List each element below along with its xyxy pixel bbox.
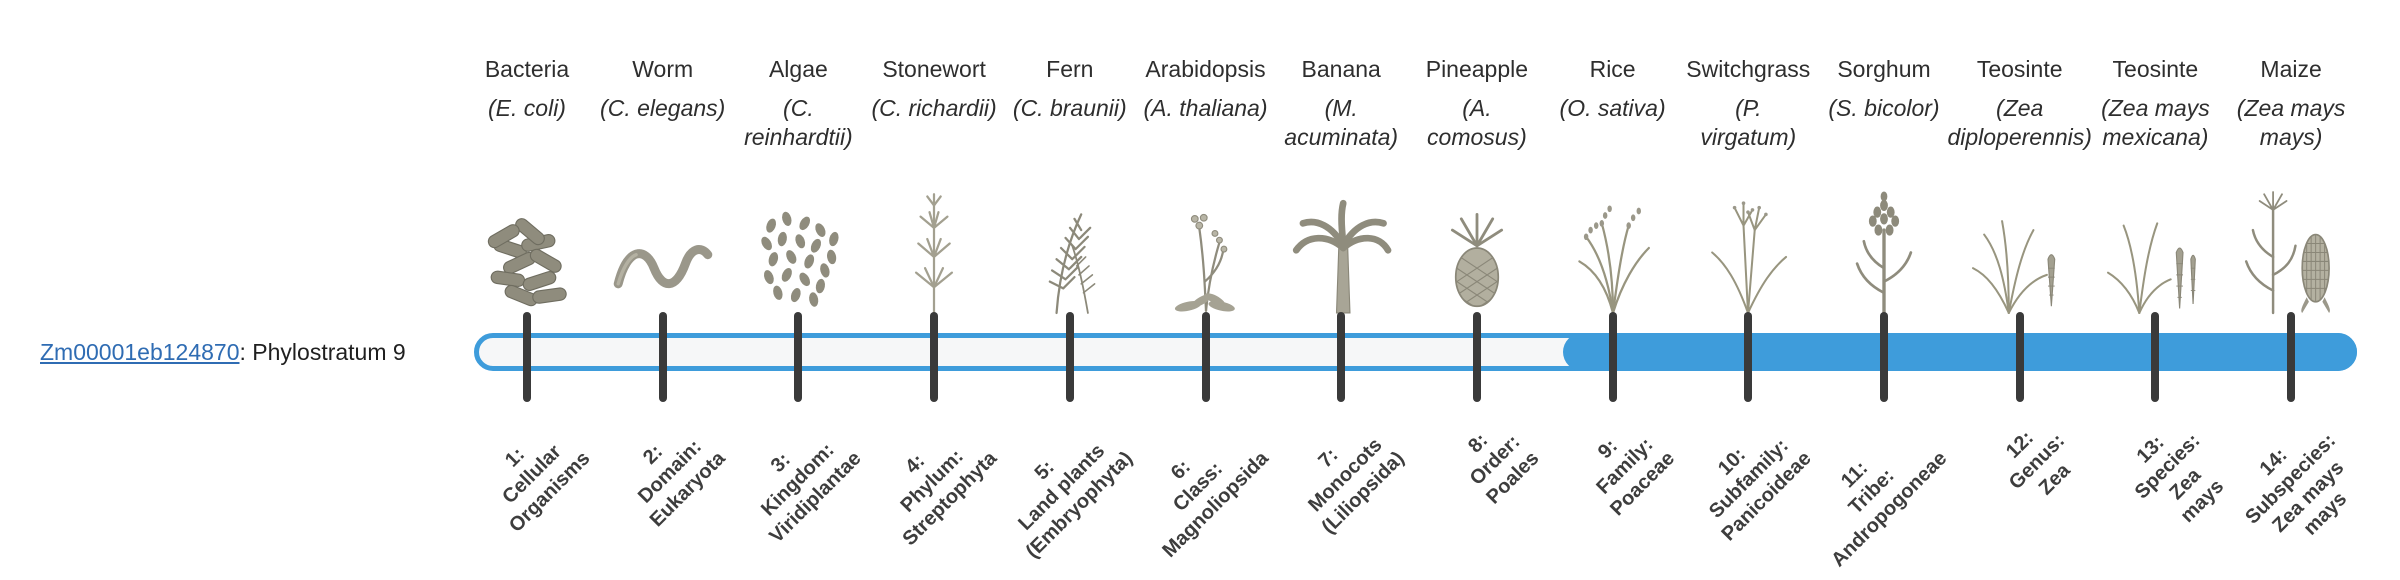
stratum-axis-label: 14: Subspecies: Zea mays mays — [2241, 429, 2352, 540]
organism-common-name: Algae — [768, 56, 828, 82]
stratum-tick — [1608, 312, 1617, 402]
banana-illustration — [1281, 168, 1401, 316]
stratum-tick — [658, 312, 667, 402]
organism-scientific-name: (P. virgatum) — [1700, 95, 1797, 150]
sorghum-illustration — [1824, 168, 1944, 316]
organism-common-name: Fern — [1046, 56, 1094, 82]
stratum-tick — [2151, 312, 2160, 402]
organism-common-name: Bacteria — [484, 56, 570, 82]
gene-label: Zm00001eb124870: Phylostratum 9 — [40, 339, 406, 366]
stratum-axis-label: 7: Monocots (Liliopsida) — [1304, 434, 1408, 539]
organism-common-name: Arabidopsis — [1145, 56, 1266, 82]
phylostratum-track — [474, 333, 2357, 371]
stratum-tick — [1744, 312, 1753, 402]
organism-common-name: Teosinte — [2112, 56, 2199, 82]
teosinte-mexicana-illustration — [2095, 168, 2215, 316]
organism-common-name: Switchgrass — [1686, 56, 1811, 82]
stratum-axis-label: 8: Order: Poales — [1464, 429, 1544, 509]
organism-common-name: Stonewort — [882, 56, 986, 82]
switchgrass-illustration — [1688, 168, 1808, 316]
organism-scientific-name: (Zea mays mexicana) — [2101, 95, 2210, 150]
stratum-axis-label: 3: Kingdom: Viridiplantae — [757, 439, 866, 548]
organism-common-name: Worm — [632, 56, 694, 82]
organism-scientific-name: (E. coli) — [488, 95, 566, 121]
stratum-axis-label: 10: Subfamily: Panicoideae — [1704, 435, 1816, 546]
teosinte-diploperennis-illustration — [1960, 168, 2080, 316]
organism-scientific-name: (M. acuminata) — [1284, 95, 1399, 150]
stratum-tick — [1337, 312, 1346, 402]
maize-illustration — [2231, 168, 2351, 316]
stratum-tick — [1201, 312, 1210, 402]
organism-scientific-name: (C. reinhardtii) — [744, 95, 853, 150]
gene-phylostratum-text: : Phylostratum 9 — [239, 339, 406, 365]
arabidopsis-illustration — [1146, 168, 1266, 316]
organism-scientific-name: (A. thaliana) — [1143, 95, 1268, 121]
stratum-axis-label: 6: Class: Magnoliopsida — [1157, 447, 1273, 562]
stratum-axis-label: 12: Genus: Zea — [2001, 426, 2075, 500]
algae-illustration — [738, 168, 858, 316]
organism-common-name: Teosinte — [1976, 56, 2063, 82]
organism-scientific-name: (S. bicolor) — [1828, 95, 1940, 121]
stratum-axis-label: 5: Land plants (Embryophyta) — [1014, 440, 1137, 563]
gene-link[interactable]: Zm00001eb124870 — [40, 339, 240, 365]
worm-illustration — [603, 168, 723, 316]
organism-common-name: Rice — [1589, 56, 1636, 82]
pineapple-illustration — [1417, 168, 1537, 316]
stratum-tick — [1880, 312, 1888, 402]
stratum-axis-label: 11: Tribe: Andropogoneae — [1826, 447, 1951, 572]
organism-scientific-name: (O. sativa) — [1559, 95, 1666, 121]
fern-illustration — [1010, 168, 1130, 316]
organism-scientific-name: (C. richardii) — [871, 95, 997, 121]
stratum-axis-label: 13: Species: Zea mays — [2131, 429, 2229, 528]
stratum-tick — [1472, 312, 1481, 402]
stonewort-illustration — [874, 168, 994, 316]
stratum-tick — [2287, 312, 2296, 402]
organism-common-name: Pineapple — [1425, 56, 1529, 82]
organism-scientific-name: (C. braunii) — [1012, 95, 1127, 121]
rice-illustration — [1553, 168, 1673, 316]
stratum-tick — [930, 312, 939, 402]
stratum-tick — [794, 312, 803, 402]
bacteria-illustration — [467, 168, 587, 316]
stratum-axis-label: 2: Domain: Eukaryota — [634, 435, 730, 532]
organism-common-name: Sorghum — [1837, 56, 1931, 82]
stratum-tick — [523, 312, 531, 402]
stratum-axis-label: 1: Cellular Organisms — [498, 440, 594, 537]
organism-scientific-name: (A. comosus) — [1427, 95, 1527, 150]
organism-common-name: Maize — [2260, 56, 2322, 82]
phylostratum-track-fill — [1562, 333, 2357, 371]
stratum-axis-label: 9: Family: Poaceae — [1593, 433, 1680, 521]
organism-scientific-name: (Zea diploperennis) — [1947, 95, 2092, 150]
organism-scientific-name: (Zea mays mays) — [2236, 95, 2346, 150]
stratum-tick — [1065, 312, 1074, 402]
organism-common-name: Banana — [1301, 56, 1381, 82]
stratum-tick — [2015, 312, 2024, 402]
stratum-axis-label: 4: Phylum: Streptophyta — [896, 445, 1001, 550]
organism-scientific-name: (C. elegans) — [600, 95, 726, 121]
